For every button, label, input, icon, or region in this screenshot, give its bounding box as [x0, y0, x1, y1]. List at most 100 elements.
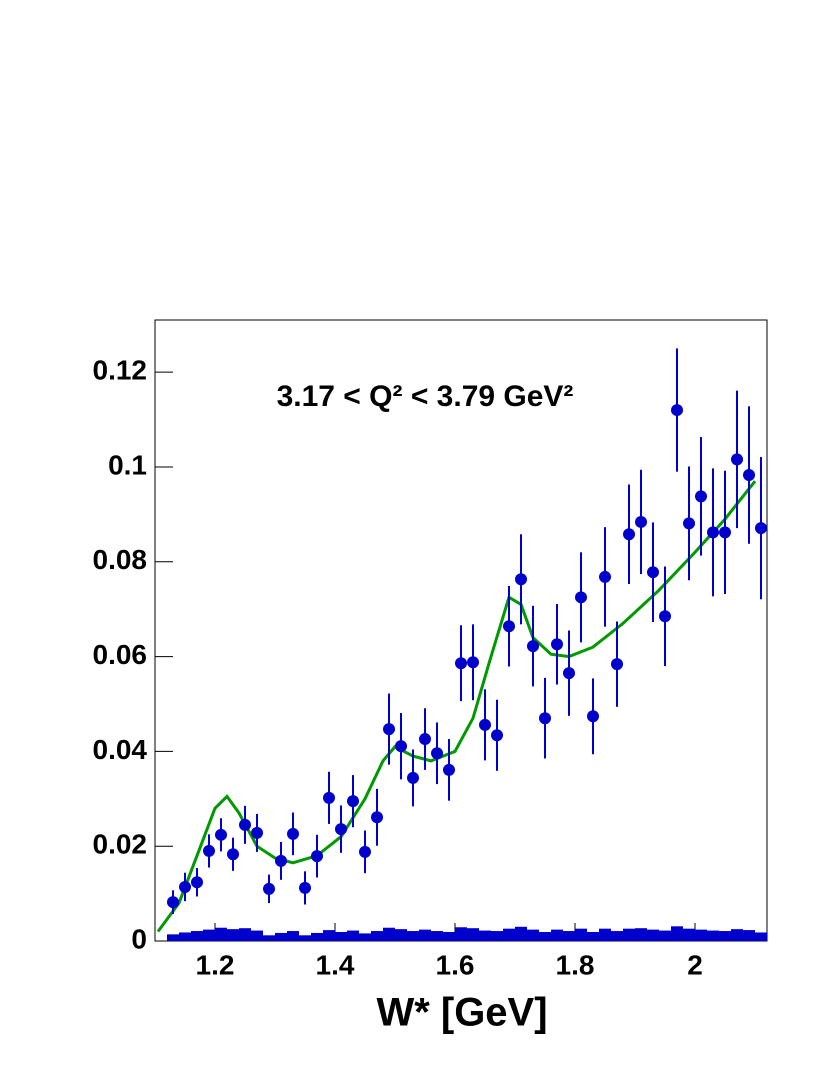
x-tick-label: 1.4: [316, 949, 355, 980]
systematic-bar: [371, 931, 383, 941]
y-tick-label: 0: [131, 923, 147, 954]
data-point: [323, 791, 335, 804]
systematic-bar: [491, 931, 503, 941]
data-point: [203, 844, 215, 857]
x-tick-label: 1.2: [196, 949, 235, 980]
systematic-bar: [395, 929, 407, 941]
data-point: [671, 404, 683, 417]
data-point: [575, 591, 587, 604]
systematic-bar: [191, 931, 203, 941]
systematic-bar: [215, 927, 227, 941]
data-point: [719, 526, 731, 539]
data-point: [599, 570, 611, 583]
data-point: [371, 811, 383, 824]
data-point: [551, 638, 563, 651]
annotation: 3.17 < Q² < 3.79 GeV²: [277, 380, 574, 413]
data-point: [479, 718, 491, 731]
data-point: [743, 469, 755, 482]
data-point: [419, 733, 431, 746]
systematic-bar: [299, 935, 311, 941]
data-point: [491, 729, 503, 742]
y-tick-label: 0.1: [108, 449, 147, 480]
systematic-bar: [599, 928, 611, 941]
data-point: [647, 566, 659, 579]
data-point: [539, 712, 551, 725]
systematic-bar: [479, 930, 491, 941]
data-point: [683, 517, 695, 530]
data-point: [587, 710, 599, 723]
data-point: [707, 526, 719, 539]
systematic-bar: [755, 932, 767, 941]
systematic-bar: [443, 931, 455, 941]
systematic-bar: [167, 934, 179, 941]
systematic-bar: [683, 928, 695, 941]
systematic-bar: [587, 931, 599, 941]
systematic-bar: [287, 931, 299, 941]
systematic-bar: [311, 932, 323, 941]
data-point: [623, 528, 635, 541]
data-point: [335, 823, 347, 836]
data-point: [239, 818, 251, 831]
data-point: [755, 522, 767, 535]
data-point: [563, 667, 575, 680]
systematic-bar: [203, 929, 215, 941]
data-point: [383, 723, 395, 736]
systematic-bar: [719, 931, 731, 941]
data-point: [407, 771, 419, 784]
x-tick-label: 1.8: [556, 949, 595, 980]
y-tick-label: 0.04: [93, 734, 148, 765]
systematic-bar: [659, 930, 671, 941]
data-point: [431, 747, 443, 760]
systematic-bar: [239, 928, 251, 941]
data-point: [395, 740, 407, 753]
systematic-bar: [515, 926, 527, 941]
systematic-bar: [227, 929, 239, 941]
data-point: [359, 845, 371, 858]
systematic-bar: [743, 930, 755, 941]
x-tick-label: 1.6: [436, 949, 475, 980]
data-point: [215, 828, 227, 841]
y-tick-label: 0.08: [93, 544, 148, 575]
systematic-bar: [707, 930, 719, 941]
data-point: [515, 573, 527, 586]
data-point: [467, 656, 479, 669]
x-axis-label: W* [GeV]: [376, 991, 547, 1035]
data-point: [503, 620, 515, 633]
systematic-bar: [527, 929, 539, 941]
systematic-bar: [419, 929, 431, 941]
systematic-bar: [407, 931, 419, 941]
data-point: [311, 850, 323, 863]
systematic-bar: [671, 926, 683, 941]
y-tick-label: 0.06: [93, 639, 148, 670]
data-point: [227, 848, 239, 861]
systematic-bar: [335, 931, 347, 941]
data-point: [179, 880, 191, 893]
systematic-bar: [551, 929, 563, 941]
data-point: [443, 763, 455, 776]
systematic-bar: [563, 931, 575, 941]
systematic-bar: [575, 928, 587, 941]
fit-curve: [156, 480, 757, 933]
x-tick-label: 2: [687, 949, 703, 980]
data-point: [299, 881, 311, 894]
systematic-bar: [731, 929, 743, 941]
systematic-bar: [695, 929, 707, 941]
systematic-bar: [383, 927, 395, 941]
systematic-bar: [347, 930, 359, 941]
data-point: [527, 640, 539, 653]
data-point: [263, 882, 275, 895]
systematic-bar: [623, 928, 635, 941]
systematic-bar: [647, 929, 659, 941]
systematic-bar: [539, 931, 551, 941]
data-point: [191, 876, 203, 889]
data-point: [347, 795, 359, 808]
data-point: [695, 490, 707, 503]
y-tick-label: 0.02: [93, 829, 148, 860]
data-point: [611, 658, 623, 671]
systematic-bar: [275, 932, 287, 941]
systematic-bar: [263, 935, 275, 941]
data-point: [167, 896, 179, 909]
data-point: [455, 657, 467, 670]
systematic-bar: [431, 931, 443, 941]
